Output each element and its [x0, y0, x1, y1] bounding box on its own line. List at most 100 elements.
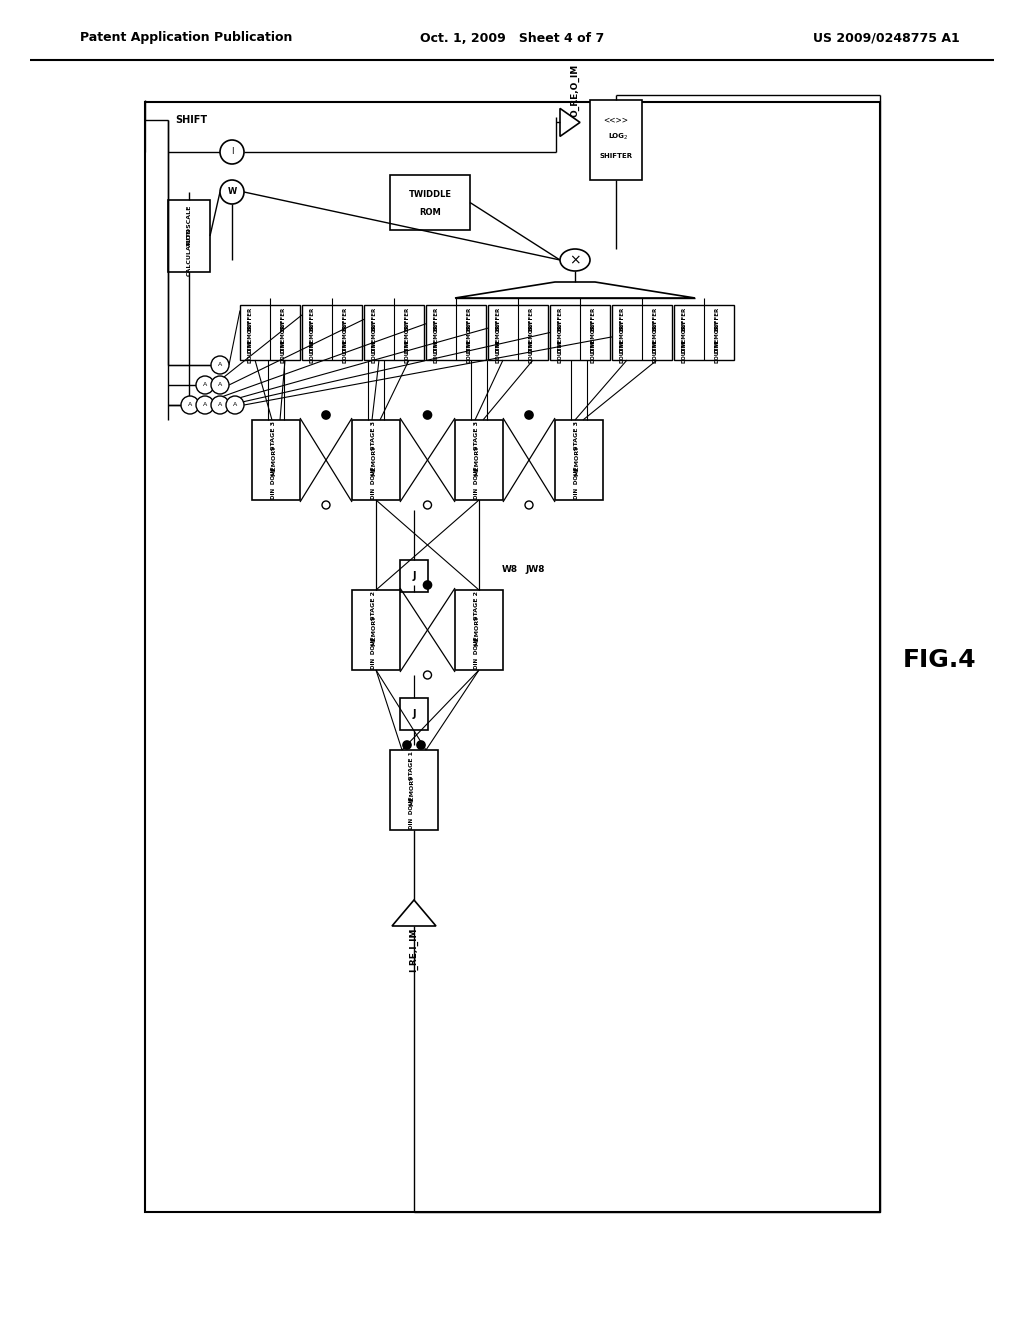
- Text: DIN: DIN: [620, 342, 625, 354]
- Text: DIN: DIN: [434, 342, 439, 354]
- Text: MEMORY: MEMORY: [574, 445, 580, 475]
- Text: STAGE 1: STAGE 1: [410, 751, 414, 780]
- Text: SHIFT: SHIFT: [175, 115, 207, 125]
- Bar: [352, 590, 400, 671]
- Text: BUFFER: BUFFER: [620, 306, 625, 331]
- Text: DOUT: DOUT: [558, 346, 563, 363]
- Circle shape: [525, 411, 534, 418]
- Text: DIN: DIN: [467, 342, 472, 354]
- Text: A: A: [218, 403, 222, 408]
- Bar: [455, 420, 503, 500]
- Text: BUFFER: BUFFER: [558, 306, 563, 331]
- Text: SHIFTER: SHIFTER: [599, 153, 633, 158]
- Circle shape: [181, 396, 199, 414]
- Circle shape: [424, 411, 431, 418]
- Text: A: A: [187, 403, 193, 408]
- Text: STAGE 2: STAGE 2: [371, 591, 376, 620]
- Bar: [550, 305, 610, 360]
- Text: O_RE,O_IM: O_RE,O_IM: [570, 63, 580, 116]
- Bar: [145, 102, 880, 1212]
- Text: MEMORY: MEMORY: [682, 319, 687, 347]
- Text: A: A: [218, 383, 222, 388]
- Text: TWIDDLE: TWIDDLE: [409, 190, 452, 199]
- Bar: [390, 176, 470, 230]
- Text: US 2009/0248775 A1: US 2009/0248775 A1: [813, 32, 961, 45]
- Text: DOUT: DOUT: [467, 346, 472, 363]
- Text: DIN: DIN: [248, 342, 253, 354]
- Text: MEMORY: MEMORY: [652, 319, 657, 347]
- Text: MEMORY: MEMORY: [343, 319, 348, 347]
- Text: DIN: DIN: [343, 342, 348, 354]
- Text: DIN  DOUT: DIN DOUT: [371, 636, 376, 668]
- Circle shape: [322, 502, 330, 510]
- Bar: [240, 305, 300, 360]
- Text: DIN: DIN: [715, 342, 720, 354]
- Circle shape: [196, 376, 214, 393]
- Text: <<>>: <<>>: [603, 116, 629, 124]
- Bar: [590, 100, 642, 180]
- Circle shape: [322, 411, 330, 418]
- Text: W: W: [227, 187, 237, 197]
- Bar: [455, 590, 503, 671]
- Text: MEMORY: MEMORY: [410, 775, 414, 805]
- Text: STAGE 3: STAGE 3: [574, 421, 580, 450]
- Text: DOUT: DOUT: [682, 346, 687, 363]
- Text: DOUT: DOUT: [620, 346, 625, 363]
- Text: BUFFER: BUFFER: [372, 306, 377, 331]
- Text: I: I: [230, 148, 233, 157]
- Text: MEMORY: MEMORY: [271, 445, 276, 475]
- Text: MEMORY: MEMORY: [715, 319, 720, 347]
- Text: DIN: DIN: [372, 342, 377, 354]
- Text: MEMORY: MEMORY: [496, 319, 501, 347]
- Circle shape: [196, 396, 214, 414]
- Bar: [400, 560, 428, 591]
- Bar: [555, 420, 603, 500]
- Text: DIN  DOUT: DIN DOUT: [410, 796, 414, 829]
- Bar: [400, 698, 428, 730]
- Text: A: A: [218, 363, 222, 367]
- Text: DOUT: DOUT: [281, 346, 286, 363]
- Text: BUFFER: BUFFER: [343, 306, 348, 331]
- Circle shape: [211, 356, 229, 374]
- Text: DIN: DIN: [682, 342, 687, 354]
- Circle shape: [525, 502, 534, 510]
- Text: BUFFER: BUFFER: [496, 306, 501, 331]
- Text: DIN  DOUT: DIN DOUT: [371, 466, 376, 499]
- Text: MEMORY: MEMORY: [434, 319, 439, 347]
- Text: STAGE 3: STAGE 3: [371, 421, 376, 450]
- Text: DOUT: DOUT: [310, 346, 315, 363]
- Circle shape: [211, 396, 229, 414]
- Text: DIN: DIN: [558, 342, 563, 354]
- Text: DIN: DIN: [591, 342, 596, 354]
- Text: DOUT: DOUT: [248, 346, 253, 363]
- Text: DOUT: DOUT: [652, 346, 657, 363]
- Text: Oct. 1, 2009   Sheet 4 of 7: Oct. 1, 2009 Sheet 4 of 7: [420, 32, 604, 45]
- Text: I_RE,I_IM: I_RE,I_IM: [410, 928, 419, 973]
- Text: BUFFER: BUFFER: [591, 306, 596, 331]
- Bar: [674, 305, 734, 360]
- Text: DIN: DIN: [528, 342, 534, 354]
- Text: A: A: [203, 403, 207, 408]
- Circle shape: [211, 376, 229, 393]
- Text: Patent Application Publication: Patent Application Publication: [80, 32, 293, 45]
- Text: DIN: DIN: [281, 342, 286, 354]
- Bar: [488, 305, 548, 360]
- Text: MEMORY: MEMORY: [620, 319, 625, 347]
- Text: DIN  DOUT: DIN DOUT: [574, 466, 580, 499]
- Text: DOUT: DOUT: [372, 346, 377, 363]
- Bar: [612, 305, 672, 360]
- Text: MEMORY: MEMORY: [467, 319, 472, 347]
- Circle shape: [417, 741, 425, 748]
- Bar: [168, 201, 210, 272]
- Text: DIN: DIN: [404, 342, 410, 354]
- Text: CALCULATION: CALCULATION: [186, 227, 191, 276]
- Text: MEMORY: MEMORY: [404, 319, 410, 347]
- Text: STAGE 2: STAGE 2: [474, 591, 479, 620]
- Text: DIN: DIN: [496, 342, 501, 354]
- Text: BUFFER: BUFFER: [434, 306, 439, 331]
- Text: MEMORY: MEMORY: [281, 319, 286, 347]
- Circle shape: [403, 741, 411, 748]
- Text: A: A: [203, 383, 207, 388]
- Text: ×: ×: [569, 253, 581, 267]
- Circle shape: [424, 581, 431, 589]
